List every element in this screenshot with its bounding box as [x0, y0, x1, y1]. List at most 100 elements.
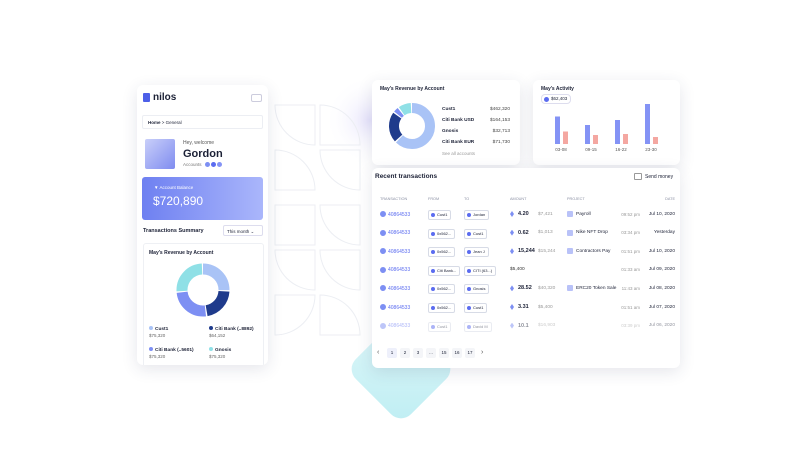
- bar: [585, 125, 590, 144]
- table-row[interactable]: 40864533 Cust1 David M 10.1 $16,903 03:39 pm J…: [372, 320, 680, 334]
- mobile-app: nilos Home > General Hey, welcome Gordon…: [137, 85, 268, 365]
- period-select[interactable]: This month ⌄: [223, 225, 263, 236]
- x-tick-label: 23-30: [645, 147, 657, 152]
- link[interactable]: See all accounts: [442, 151, 476, 156]
- bar: [593, 135, 598, 144]
- to-pill: CITI (63...): [464, 265, 497, 276]
- balance-card: ▼ Account Balance $720,890: [142, 177, 263, 220]
- tx-id[interactable]: 40864533: [388, 285, 411, 292]
- tx-icon: [380, 229, 386, 236]
- date: Yesterday: [653, 230, 675, 236]
- page-button[interactable]: 15: [439, 348, 449, 358]
- date: Jul 09, 2020: [648, 267, 675, 273]
- project: ERC20 Token Sale: [576, 285, 617, 291]
- tx-id[interactable]: 40864533: [388, 323, 411, 330]
- breadcrumb-item[interactable]: Home: [148, 120, 161, 125]
- donut-segment: [176, 263, 230, 317]
- page-button[interactable]: ...: [426, 348, 436, 358]
- token-amount: 3.31: [518, 304, 529, 310]
- menu-button[interactable]: [251, 94, 262, 102]
- legend-label: Cust1: [155, 327, 169, 332]
- legend-item: Cust1: [149, 326, 168, 332]
- tx-id[interactable]: 40864533: [388, 211, 411, 218]
- usd-amount: $40,320: [538, 285, 556, 291]
- table-row[interactable]: 40864533 Citi Bank... CITI (63...) $5,400 01…: [372, 264, 680, 278]
- user-name: Gordon: [183, 148, 223, 160]
- account-amount: $164,153: [489, 118, 510, 123]
- page-button[interactable]: 2: [400, 348, 410, 358]
- token-icon: [510, 211, 514, 217]
- page-prev[interactable]: ‹: [377, 349, 380, 356]
- greeting: Hey, welcome: [183, 140, 215, 146]
- donut-segment: [176, 263, 230, 317]
- x-tick-label: 16-22: [615, 147, 627, 152]
- token-amount: 0.62: [518, 229, 529, 236]
- time: 01:51 pm: [621, 248, 640, 254]
- to-pill: Jordan: [464, 210, 490, 220]
- page-button[interactable]: 16: [452, 348, 462, 358]
- legend-amount: $75,320: [149, 354, 166, 359]
- to: Cust1: [473, 230, 484, 236]
- period: This month: [227, 229, 250, 234]
- column-header: PROJECT: [567, 197, 585, 201]
- date: Jul 06, 2020: [648, 323, 675, 329]
- legend-label: Citi Bank (..5601): [155, 348, 194, 353]
- legend-swatch: [209, 347, 213, 351]
- legend-item: Citi Bank (..8892): [209, 326, 254, 332]
- token-icon: [510, 304, 514, 310]
- usd-amount: $7,421: [538, 211, 553, 217]
- from-pill: Cust1: [428, 321, 452, 332]
- legend-swatch: [149, 326, 153, 330]
- time: 03:34 pm: [621, 230, 640, 236]
- tx-id[interactable]: 40864533: [388, 304, 411, 311]
- label: Accounts: [183, 162, 202, 167]
- tx-icon: [380, 322, 386, 329]
- to-pill: Gnosis: [464, 284, 490, 295]
- time: 11:43 am: [621, 285, 640, 291]
- project: Nike NFT Drop: [576, 230, 608, 236]
- token-amount: 4.20: [518, 211, 529, 217]
- x-tick-label: 03-08: [555, 147, 567, 152]
- chart: 03-08 09-15 16-22 23-30: [555, 104, 658, 152]
- balance: $720,890: [153, 194, 204, 208]
- tx-id[interactable]: 40864533: [388, 248, 411, 255]
- card-title: May's Activity: [541, 86, 574, 92]
- summary-title: Transactions Summary: [143, 228, 204, 234]
- table-row[interactable]: 40864533 0x562... Jean J 15,244 $15,244 Contr…: [372, 245, 680, 259]
- to: David M: [473, 323, 488, 329]
- bar: [645, 104, 650, 144]
- avatar: [145, 139, 175, 169]
- breadcrumb: Home > General: [142, 115, 263, 129]
- time: 01:51 am: [621, 304, 640, 310]
- revenue-card: May's Revenue by Account See all account…: [372, 80, 520, 165]
- token-icon: [510, 229, 514, 236]
- table-row[interactable]: 40864533 0x562... Gnosis 28.52 $40,320 ERC20 …: [372, 282, 680, 296]
- table-row[interactable]: 40864533 Cust1 Jordan 4.20 $7,421 Payroll 09:5…: [372, 208, 680, 222]
- page-button[interactable]: 17: [465, 348, 475, 358]
- project: Payroll: [576, 211, 591, 217]
- breadcrumb-item: General: [165, 120, 182, 125]
- send-button[interactable]: Send money: [634, 173, 673, 180]
- tx-id[interactable]: 40864533: [388, 230, 411, 237]
- legend-amount: $75,320: [149, 333, 166, 338]
- page-button[interactable]: 3: [413, 348, 423, 358]
- to: CITI (63...): [473, 267, 493, 273]
- from: 0x562...: [437, 286, 452, 292]
- table-row[interactable]: 40864533 0x562... Cust1 3.31 $5,400 01:51 am J…: [372, 301, 680, 315]
- tx-icon: [380, 285, 386, 292]
- page-next[interactable]: ›: [481, 349, 484, 356]
- time: 09:52 pm: [621, 211, 640, 217]
- table-row[interactable]: 40864533 0x562... Cust1 0.62 $1,013 Nike NFT …: [372, 227, 680, 241]
- revenue-card: May's Revenue by Account Cust1 $75,320 Cit…: [143, 243, 264, 365]
- account-name: Citi Bank USD: [442, 118, 475, 123]
- tx-id[interactable]: 40864533: [388, 267, 411, 274]
- page-button[interactable]: 1: [387, 348, 397, 358]
- usd-amount: $1,013: [538, 230, 553, 236]
- column-header: DATE: [665, 197, 675, 201]
- from: Cust1: [437, 323, 448, 329]
- tx-icon: [380, 266, 386, 273]
- date: Jul 08, 2020: [648, 285, 675, 291]
- bar: [563, 131, 568, 144]
- from: Citi Bank...: [437, 267, 457, 273]
- column-header: AMOUNT: [510, 197, 527, 201]
